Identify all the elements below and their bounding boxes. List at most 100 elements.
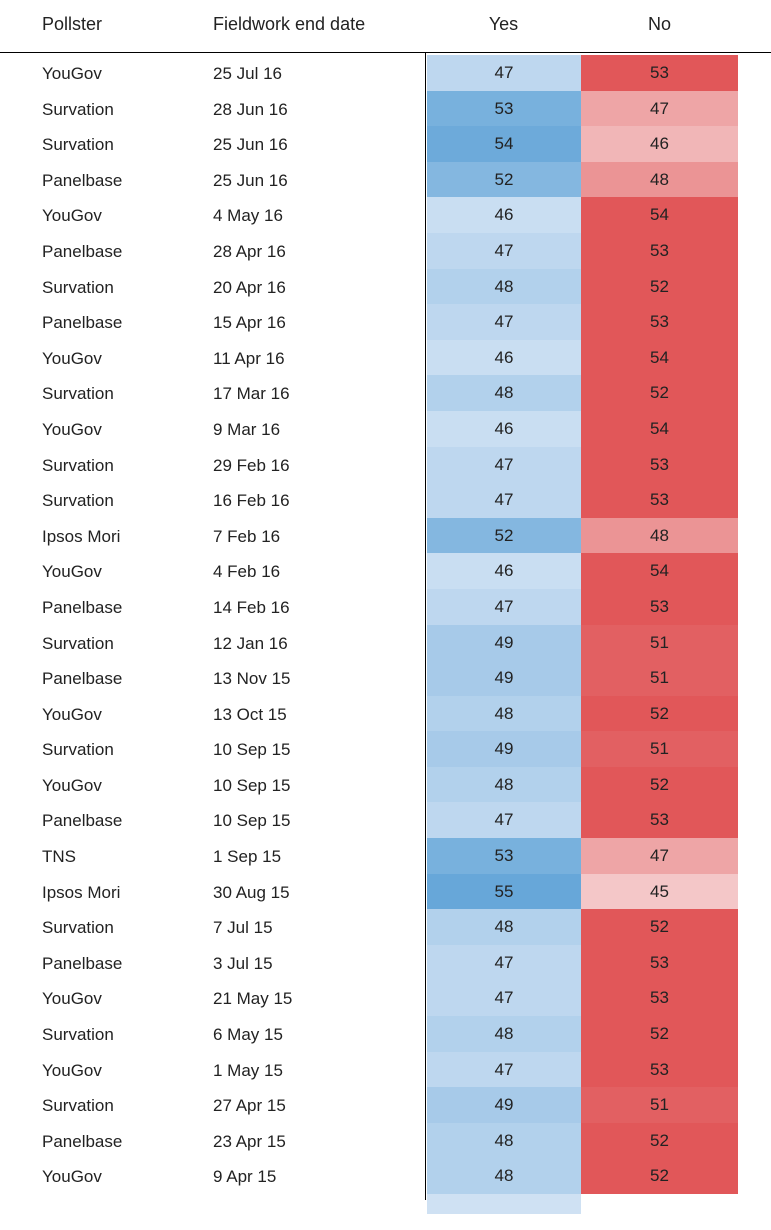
cell-no: 53 xyxy=(581,232,738,269)
cell-yes: 47 xyxy=(427,304,581,340)
cell-yes: 47 xyxy=(427,1051,581,1088)
cell-pollster: Panelbase xyxy=(42,953,123,973)
cell-no: 54 xyxy=(581,553,738,589)
cell-no: 53 xyxy=(581,482,738,518)
table-row: Panelbase 13 Nov 15 49 51 xyxy=(0,660,771,696)
table-row: Survation 12 Jan 16 49 51 xyxy=(0,624,771,661)
table-row: Panelbase 25 Jun 16 52 48 xyxy=(0,161,771,198)
cell-fieldwork-date: 28 Jun 16 xyxy=(213,99,288,119)
cell-no: 48 xyxy=(581,517,738,554)
cell-fieldwork-date: 9 Apr 15 xyxy=(213,1167,277,1187)
cell-pollster: Panelbase xyxy=(42,241,123,261)
cell-no: 52 xyxy=(581,695,738,732)
cell-fieldwork-date: 29 Feb 16 xyxy=(213,455,290,475)
cell-yes: 48 xyxy=(427,1016,581,1052)
cell-yes: 46 xyxy=(427,410,581,447)
table-row: Survation 7 Jul 15 48 52 xyxy=(0,909,771,945)
cell-pollster: Survation xyxy=(42,633,114,653)
cell-pollster: TNS xyxy=(42,847,76,867)
table-row: YouGov 25 Jul 16 47 53 xyxy=(0,55,771,91)
cell-yes: 54 xyxy=(427,126,581,162)
cell-pollster: YouGov xyxy=(42,64,102,83)
cell-pollster: YouGov xyxy=(42,704,102,724)
cell-fieldwork-date: 25 Jul 16 xyxy=(213,64,282,83)
cell-pollster: Panelbase xyxy=(42,313,123,333)
cell-yes: 49 xyxy=(427,624,581,661)
cell-no: 51 xyxy=(581,624,738,661)
cell-fieldwork-date: 10 Sep 15 xyxy=(213,740,291,760)
table-row: YouGov 9 Apr 15 48 52 xyxy=(0,1158,771,1194)
cell-yes: 49 xyxy=(427,660,581,696)
cell-fieldwork-date: 17 Mar 16 xyxy=(213,384,290,404)
cell-no: 52 xyxy=(581,1016,738,1052)
cell-yes: 46 xyxy=(427,553,581,589)
cell-fieldwork-date: 1 Sep 15 xyxy=(213,847,282,867)
cell-pollster: Ipsos Mori xyxy=(42,882,121,902)
cell-yes: 47 xyxy=(427,446,581,483)
cell-pollster: Panelbase xyxy=(42,597,123,617)
table-row: YouGov 4 Feb 16 46 54 xyxy=(0,553,771,589)
header-divider xyxy=(0,52,771,53)
cell-pollster: YouGov xyxy=(42,775,102,795)
cell-pollster: YouGov xyxy=(42,989,102,1009)
cell-yes: 47 xyxy=(427,944,581,981)
cell-yes: 48 xyxy=(427,268,581,305)
cell-yes: 48 xyxy=(427,1158,581,1194)
cell-pollster: Survation xyxy=(42,99,114,119)
cell-no: 53 xyxy=(581,1051,738,1088)
cell-fieldwork-date: 13 Nov 15 xyxy=(213,669,291,689)
cell-yes: 48 xyxy=(427,375,581,411)
cell-fieldwork-date: 7 Feb 16 xyxy=(213,526,281,546)
table-row: Survation 16 Feb 16 47 53 xyxy=(0,482,771,518)
cell-no: 46 xyxy=(581,126,738,162)
cell-pollster: Panelbase xyxy=(42,669,123,689)
cell-fieldwork-date: 9 Mar 16 xyxy=(213,419,281,439)
cell-yes: 46 xyxy=(427,339,581,376)
cell-no: 53 xyxy=(581,944,738,981)
cell-yes: 49 xyxy=(427,1087,581,1123)
cell-yes: 47 xyxy=(427,55,581,91)
cell-no: 54 xyxy=(581,197,738,233)
cell-fieldwork-date: 3 Jul 15 xyxy=(213,953,273,973)
cell-yes-cutoff xyxy=(427,1194,581,1214)
table-row: YouGov 10 Sep 15 48 52 xyxy=(0,766,771,803)
cell-no: 53 xyxy=(581,802,738,839)
cell-pollster: Survation xyxy=(42,918,114,938)
cell-yes: 47 xyxy=(427,980,581,1017)
cell-yes: 47 xyxy=(427,232,581,269)
cell-yes: 47 xyxy=(427,802,581,839)
cell-pollster: Panelbase xyxy=(42,811,123,831)
cell-no: 52 xyxy=(581,268,738,305)
column-divider xyxy=(425,52,426,1200)
cell-fieldwork-date: 16 Feb 16 xyxy=(213,491,290,511)
cell-yes: 53 xyxy=(427,838,581,874)
table-row: Panelbase 10 Sep 15 47 53 xyxy=(0,802,771,839)
cell-fieldwork-date: 7 Jul 15 xyxy=(213,918,273,938)
cell-yes: 46 xyxy=(427,197,581,233)
cell-no: 51 xyxy=(581,1087,738,1123)
cell-fieldwork-date: 20 Apr 16 xyxy=(213,277,286,297)
cell-pollster: Survation xyxy=(42,384,114,404)
cell-no: 53 xyxy=(581,304,738,340)
table-row: Survation 27 Apr 15 49 51 xyxy=(0,1087,771,1123)
cell-no: 53 xyxy=(581,55,738,91)
cell-yes: 48 xyxy=(427,766,581,803)
cell-fieldwork-date: 21 May 15 xyxy=(213,989,293,1009)
cell-fieldwork-date: 14 Feb 16 xyxy=(213,597,290,617)
cell-fieldwork-date: 6 May 15 xyxy=(213,1025,283,1045)
cell-no: 52 xyxy=(581,375,738,411)
cell-pollster: YouGov xyxy=(42,206,102,226)
cell-yes: 47 xyxy=(427,482,581,518)
table-row: Survation 28 Jun 16 53 47 xyxy=(0,90,771,127)
cell-no: 54 xyxy=(581,410,738,447)
cell-yes: 49 xyxy=(427,731,581,767)
cell-no: 53 xyxy=(581,446,738,483)
cell-pollster: Survation xyxy=(42,277,114,297)
table-body: YouGov 25 Jul 16 47 53 Survation 28 Jun 16 53 4… xyxy=(0,55,771,1230)
cell-yes: 47 xyxy=(427,588,581,625)
table-row: Ipsos Mori 30 Aug 15 55 45 xyxy=(0,873,771,910)
table-row: Panelbase 3 Jul 15 47 53 xyxy=(0,944,771,981)
cell-fieldwork-date: 11 Apr 16 xyxy=(213,348,285,368)
cell-pollster: Survation xyxy=(42,135,114,155)
cell-pollster: Survation xyxy=(42,1025,114,1045)
